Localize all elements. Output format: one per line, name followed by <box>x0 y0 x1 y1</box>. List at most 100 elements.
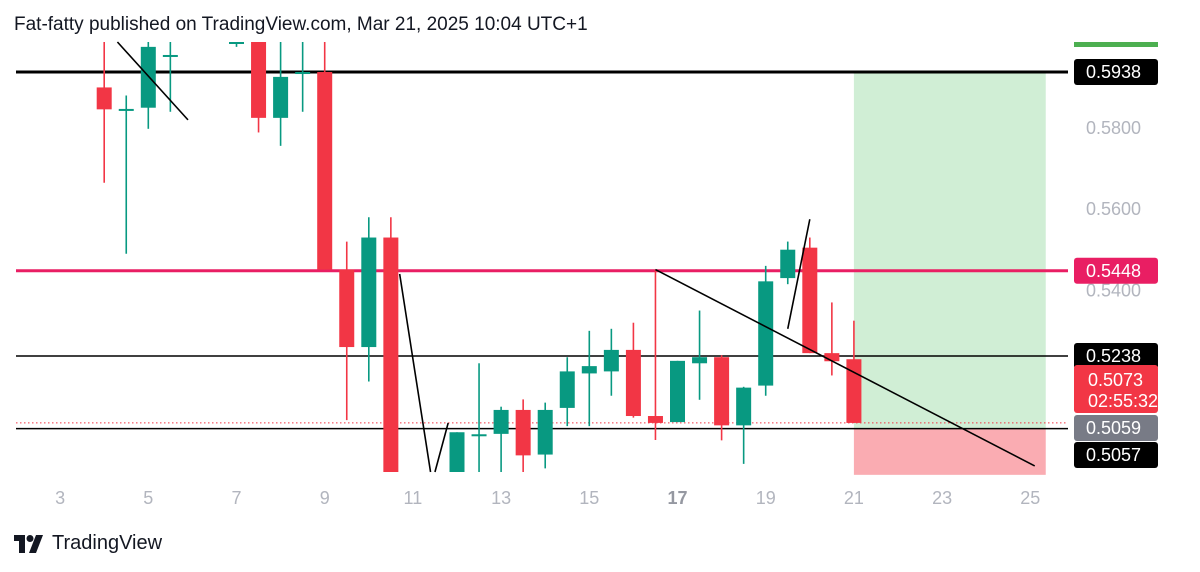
candle-body <box>647 416 663 423</box>
candle <box>339 241 355 421</box>
candle <box>229 42 245 47</box>
candle <box>581 330 597 427</box>
candle <box>736 386 752 464</box>
candle-body <box>493 409 509 434</box>
price-labels: 0.59380.54480.52380.507302:55:320.50590.… <box>1074 59 1158 468</box>
candle <box>537 402 553 469</box>
candle <box>493 406 509 472</box>
candle-body <box>692 357 708 364</box>
entry-price-label-bg <box>1074 415 1158 441</box>
candle-body <box>140 46 156 108</box>
candle <box>670 360 686 423</box>
candle <box>449 432 465 472</box>
brand-footer[interactable]: TradingView <box>14 532 162 555</box>
candle-body <box>515 409 531 456</box>
candle-body <box>802 247 818 354</box>
stop-price-label-bg <box>1074 442 1158 468</box>
level-price-label: 0.5938 <box>1074 59 1158 86</box>
candle-body <box>162 54 178 57</box>
candle <box>780 241 796 285</box>
time-tick-label: 13 <box>491 488 511 508</box>
time-tick-label: 25 <box>1020 488 1040 508</box>
target-zone <box>853 72 1046 429</box>
level-price-label-text: 0.5938 <box>1086 62 1141 82</box>
candle-body <box>758 281 774 386</box>
level-price-label-bg <box>1074 59 1158 86</box>
target-zone-edge <box>1074 42 1158 47</box>
level-price-label: 0.5238 <box>1074 342 1158 369</box>
level-price-label-bg <box>1074 342 1158 369</box>
candle <box>802 237 818 354</box>
level-price-label: 0.5448 <box>1074 257 1158 284</box>
candle-body <box>273 76 289 118</box>
candle-body <box>824 353 840 362</box>
candle <box>647 269 663 440</box>
brand-name: TradingView <box>52 532 163 554</box>
countdown-timer: 02:55:32 <box>1088 391 1158 411</box>
candle-body <box>339 269 355 348</box>
candle <box>559 357 575 427</box>
time-tick-label: 19 <box>756 488 776 508</box>
candle <box>758 265 774 396</box>
candle <box>273 42 289 146</box>
candle <box>361 217 377 382</box>
candle <box>251 42 267 133</box>
time-tick-label: 5 <box>143 488 153 508</box>
level-price-label-text: 0.5448 <box>1086 261 1141 281</box>
stop-price-label-text: 0.5057 <box>1086 445 1141 465</box>
time-tick-label: 11 <box>404 488 423 508</box>
candle <box>471 363 487 472</box>
candle <box>603 328 619 396</box>
time-axis: 3 5 7 9 11 13 15 17 19 21 23 25 <box>55 488 1040 508</box>
current-price-bg <box>1074 365 1158 413</box>
trend-lines <box>116 41 1036 473</box>
candle-body <box>537 409 553 455</box>
stop-price-label: 0.5057 <box>1074 442 1158 468</box>
candle <box>383 217 399 472</box>
time-tick-label: 15 <box>579 488 599 508</box>
candle-body <box>361 237 377 348</box>
candle <box>295 42 311 112</box>
candle-body <box>780 249 796 279</box>
candle <box>118 95 134 254</box>
current-price-value: 0.5073 <box>1088 370 1143 390</box>
candle <box>824 302 840 376</box>
candle-body <box>251 42 267 118</box>
candlestick-series <box>96 42 862 472</box>
candle-body <box>383 237 399 472</box>
candle-body <box>295 72 311 75</box>
price-tick-label: 0.5600 <box>1086 199 1141 219</box>
candle <box>714 355 730 441</box>
candle-body <box>581 366 597 374</box>
trend-line <box>434 422 449 473</box>
price-tick-label: 0.5400 <box>1086 280 1141 300</box>
entry-price-label-text: 0.5059 <box>1086 418 1141 438</box>
entry-price-label: 0.5059 <box>1074 415 1158 441</box>
candle-body <box>118 108 134 111</box>
candle <box>317 42 333 270</box>
publish-attribution: Fat-fatty published on TradingView.com, … <box>14 14 588 35</box>
position-zones <box>853 42 1158 475</box>
level-price-label-text: 0.5238 <box>1086 346 1141 366</box>
candle <box>140 42 156 129</box>
candle-body <box>96 87 112 110</box>
time-tick-label: 21 <box>844 488 864 508</box>
time-tick-label: 3 <box>55 488 65 508</box>
candle-body <box>603 349 619 372</box>
horizontal-levels <box>16 70 1068 430</box>
tradingview-logo-icon <box>14 534 43 553</box>
trend-line <box>786 219 811 329</box>
candle-body <box>317 72 333 270</box>
candle-body <box>229 42 245 44</box>
candle <box>625 322 641 418</box>
candle <box>515 399 531 472</box>
time-tick-label: 23 <box>932 488 952 508</box>
candle-body <box>625 349 641 417</box>
candle <box>692 310 708 400</box>
candle-body <box>670 360 686 423</box>
candle-body <box>736 387 752 426</box>
candle <box>96 42 112 183</box>
